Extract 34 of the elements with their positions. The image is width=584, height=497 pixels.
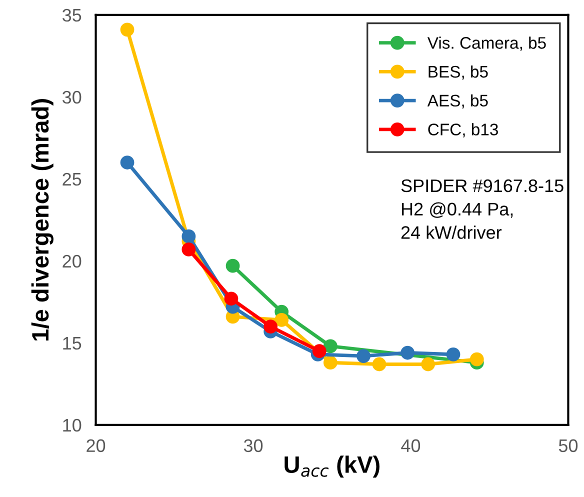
- point: [323, 339, 338, 354]
- legend-label: Vis. Camera, b5: [427, 36, 546, 51]
- point: [323, 356, 338, 370]
- point: [421, 357, 436, 372]
- point: [312, 344, 326, 358]
- x-tick-label: 20: [86, 439, 106, 452]
- point: [470, 352, 484, 366]
- point: [356, 349, 370, 363]
- y-tick-label: 20: [62, 254, 82, 268]
- y-tick-label: 35: [62, 8, 82, 22]
- legend-label: CFC, b13: [428, 123, 498, 138]
- legend-label: BES, b5: [428, 65, 488, 80]
- x-axis-title: U$_{acc}$ (kV): [284, 456, 380, 478]
- y-tick-label: 25: [62, 172, 82, 186]
- x-tick-label: 30: [244, 439, 263, 452]
- y-tick-label: 15: [63, 337, 82, 350]
- point: [224, 292, 238, 306]
- y-tick-label: 10: [63, 418, 82, 432]
- legend-label: AES, b5: [427, 94, 488, 109]
- point: [120, 156, 134, 170]
- point: [182, 229, 196, 244]
- y-tick-label: 30: [62, 90, 82, 104]
- point: [274, 313, 289, 327]
- point: [400, 346, 415, 360]
- x-tick-label: 40: [401, 439, 420, 452]
- x-tick-label: 50: [558, 439, 578, 452]
- y-axis-title: 1/e divergence (mrad): [31, 99, 54, 340]
- point: [446, 347, 460, 362]
- point: [372, 357, 386, 372]
- point: [120, 22, 134, 37]
- point: [264, 320, 278, 334]
- point: [182, 242, 196, 256]
- annotation: SPIDER #9167.8-15 H2 @0.44 Pa, 24 kW/driver: [401, 179, 564, 239]
- point: [226, 258, 240, 273]
